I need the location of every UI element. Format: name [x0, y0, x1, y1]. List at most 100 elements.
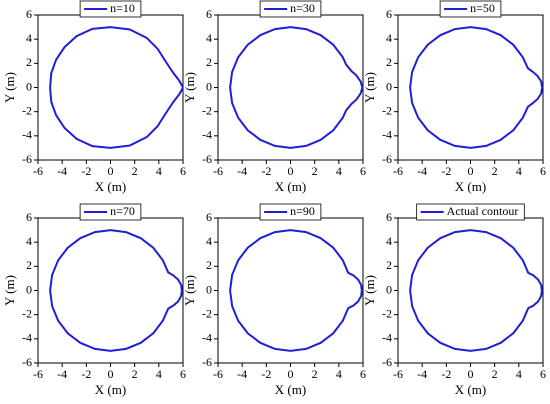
legend: n=50	[439, 0, 502, 18]
x-tick-label: 2	[312, 367, 318, 381]
x-tick-label: -2	[261, 367, 271, 381]
contour-line	[229, 26, 364, 149]
legend: n=70	[79, 203, 142, 221]
y-tick-label: 0	[206, 282, 212, 296]
subplot: -6 -4 -2 0 2 4 6 -6 -4 -2 0 2 4 6 X (m) Y (m) Actual con…	[362, 203, 546, 397]
x-tick-label: -2	[441, 164, 451, 178]
legend-box	[416, 203, 525, 221]
y-tick-label: -6	[382, 152, 392, 166]
plot-frame	[217, 14, 364, 161]
y-tick-label: -6	[202, 152, 212, 166]
legend: n=30	[259, 0, 322, 18]
y-tick-label: 4	[386, 31, 392, 45]
plot-frame	[37, 14, 184, 161]
y-tick-label: 2	[26, 258, 32, 272]
x-tick-label: 0	[468, 164, 474, 178]
contour-line	[409, 229, 543, 352]
x-tick-label: 6	[180, 367, 186, 381]
x-tick-label: -2	[81, 164, 91, 178]
y-tick-label: 4	[26, 31, 32, 45]
y-tick-label: 2	[386, 55, 392, 69]
y-tick-label: 0	[26, 79, 32, 93]
y-tick-label: -6	[22, 355, 32, 369]
x-tick-label: 0	[108, 164, 114, 178]
x-tick-label: 2	[492, 367, 498, 381]
x-tick-label: -4	[57, 367, 67, 381]
y-tick-label: -6	[382, 355, 392, 369]
x-tick-label: 2	[492, 164, 498, 178]
y-tick-label: 0	[206, 79, 212, 93]
x-tick-label: 0	[108, 367, 114, 381]
x-tick-label: -4	[417, 367, 427, 381]
y-tick-label: 6	[206, 7, 212, 21]
y-tick-label: 6	[26, 210, 32, 224]
y-tick-label: 0	[386, 282, 392, 296]
y-tick-label: -2	[202, 103, 212, 117]
y-tick-label: 2	[206, 55, 212, 69]
subplot: -6 -4 -2 0 2 4 6 -6 -4 -2 0 2 4 6 X (m) Y (m) n=70	[2, 203, 186, 397]
y-tick-label: -2	[202, 306, 212, 320]
x-tick-label: 4	[516, 164, 522, 178]
plot-frame	[397, 217, 544, 364]
legend-label: n=90	[290, 204, 315, 218]
y-tick-label: -4	[202, 331, 212, 345]
x-tick-label: 4	[156, 164, 162, 178]
y-axis-label: Y (m)	[2, 275, 17, 306]
x-tick-label: -4	[417, 164, 427, 178]
y-tick-label: -4	[382, 331, 392, 345]
x-tick-label: -6	[213, 367, 223, 381]
subplot: -6 -4 -2 0 2 4 6 -6 -4 -2 0 2 4 6 X (m) Y (m) n=10	[2, 0, 186, 194]
y-tick-label: -6	[202, 355, 212, 369]
y-tick-label: -4	[202, 128, 212, 142]
x-tick-label: -2	[261, 164, 271, 178]
plot-frame	[397, 14, 544, 161]
legend-box	[439, 0, 502, 18]
y-tick-label: 4	[386, 234, 392, 248]
y-axis-label: Y (m)	[362, 275, 377, 306]
y-tick-label: -2	[382, 103, 392, 117]
x-tick-label: -4	[237, 164, 247, 178]
x-axis-label: X (m)	[275, 179, 306, 194]
y-axis-label: Y (m)	[182, 72, 197, 103]
plot-frame	[37, 217, 184, 364]
x-tick-label: 4	[156, 367, 162, 381]
y-tick-label: -4	[22, 331, 32, 345]
y-tick-label: 6	[386, 7, 392, 21]
x-tick-label: 2	[132, 367, 138, 381]
x-axis-label: X (m)	[95, 179, 126, 194]
x-axis-label: X (m)	[455, 179, 486, 194]
x-tick-label: 6	[360, 164, 366, 178]
subplot: -6 -4 -2 0 2 4 6 -6 -4 -2 0 2 4 6 X (m) Y (m) n=50	[362, 0, 546, 194]
legend-label: n=10	[110, 1, 135, 15]
y-tick-label: 4	[206, 234, 212, 248]
x-tick-label: 0	[288, 164, 294, 178]
y-tick-label: 0	[386, 79, 392, 93]
y-tick-label: -2	[22, 306, 32, 320]
x-axis-label: X (m)	[275, 382, 306, 397]
x-tick-label: -6	[393, 367, 403, 381]
legend-box	[79, 203, 142, 221]
y-tick-label: 2	[206, 258, 212, 272]
contour-line	[409, 26, 544, 149]
x-axis-label: X (m)	[95, 382, 126, 397]
x-tick-label: 6	[540, 367, 546, 381]
contour-line	[229, 229, 363, 352]
legend-label: n=50	[470, 1, 495, 15]
y-axis-label: Y (m)	[362, 72, 377, 103]
y-tick-label: -6	[22, 152, 32, 166]
y-tick-label: 2	[26, 55, 32, 69]
x-tick-label: 4	[336, 367, 342, 381]
x-tick-label: -2	[441, 367, 451, 381]
x-tick-label: -6	[33, 367, 43, 381]
legend-label: Actual contour	[447, 204, 519, 218]
y-tick-label: -4	[382, 128, 392, 142]
y-tick-label: 6	[26, 7, 32, 21]
legend: n=10	[79, 0, 142, 18]
x-tick-label: 0	[468, 367, 474, 381]
legend-label: n=30	[290, 1, 315, 15]
y-tick-label: -2	[382, 306, 392, 320]
y-tick-label: 4	[206, 31, 212, 45]
x-tick-label: -2	[81, 367, 91, 381]
y-tick-label: -2	[22, 103, 32, 117]
